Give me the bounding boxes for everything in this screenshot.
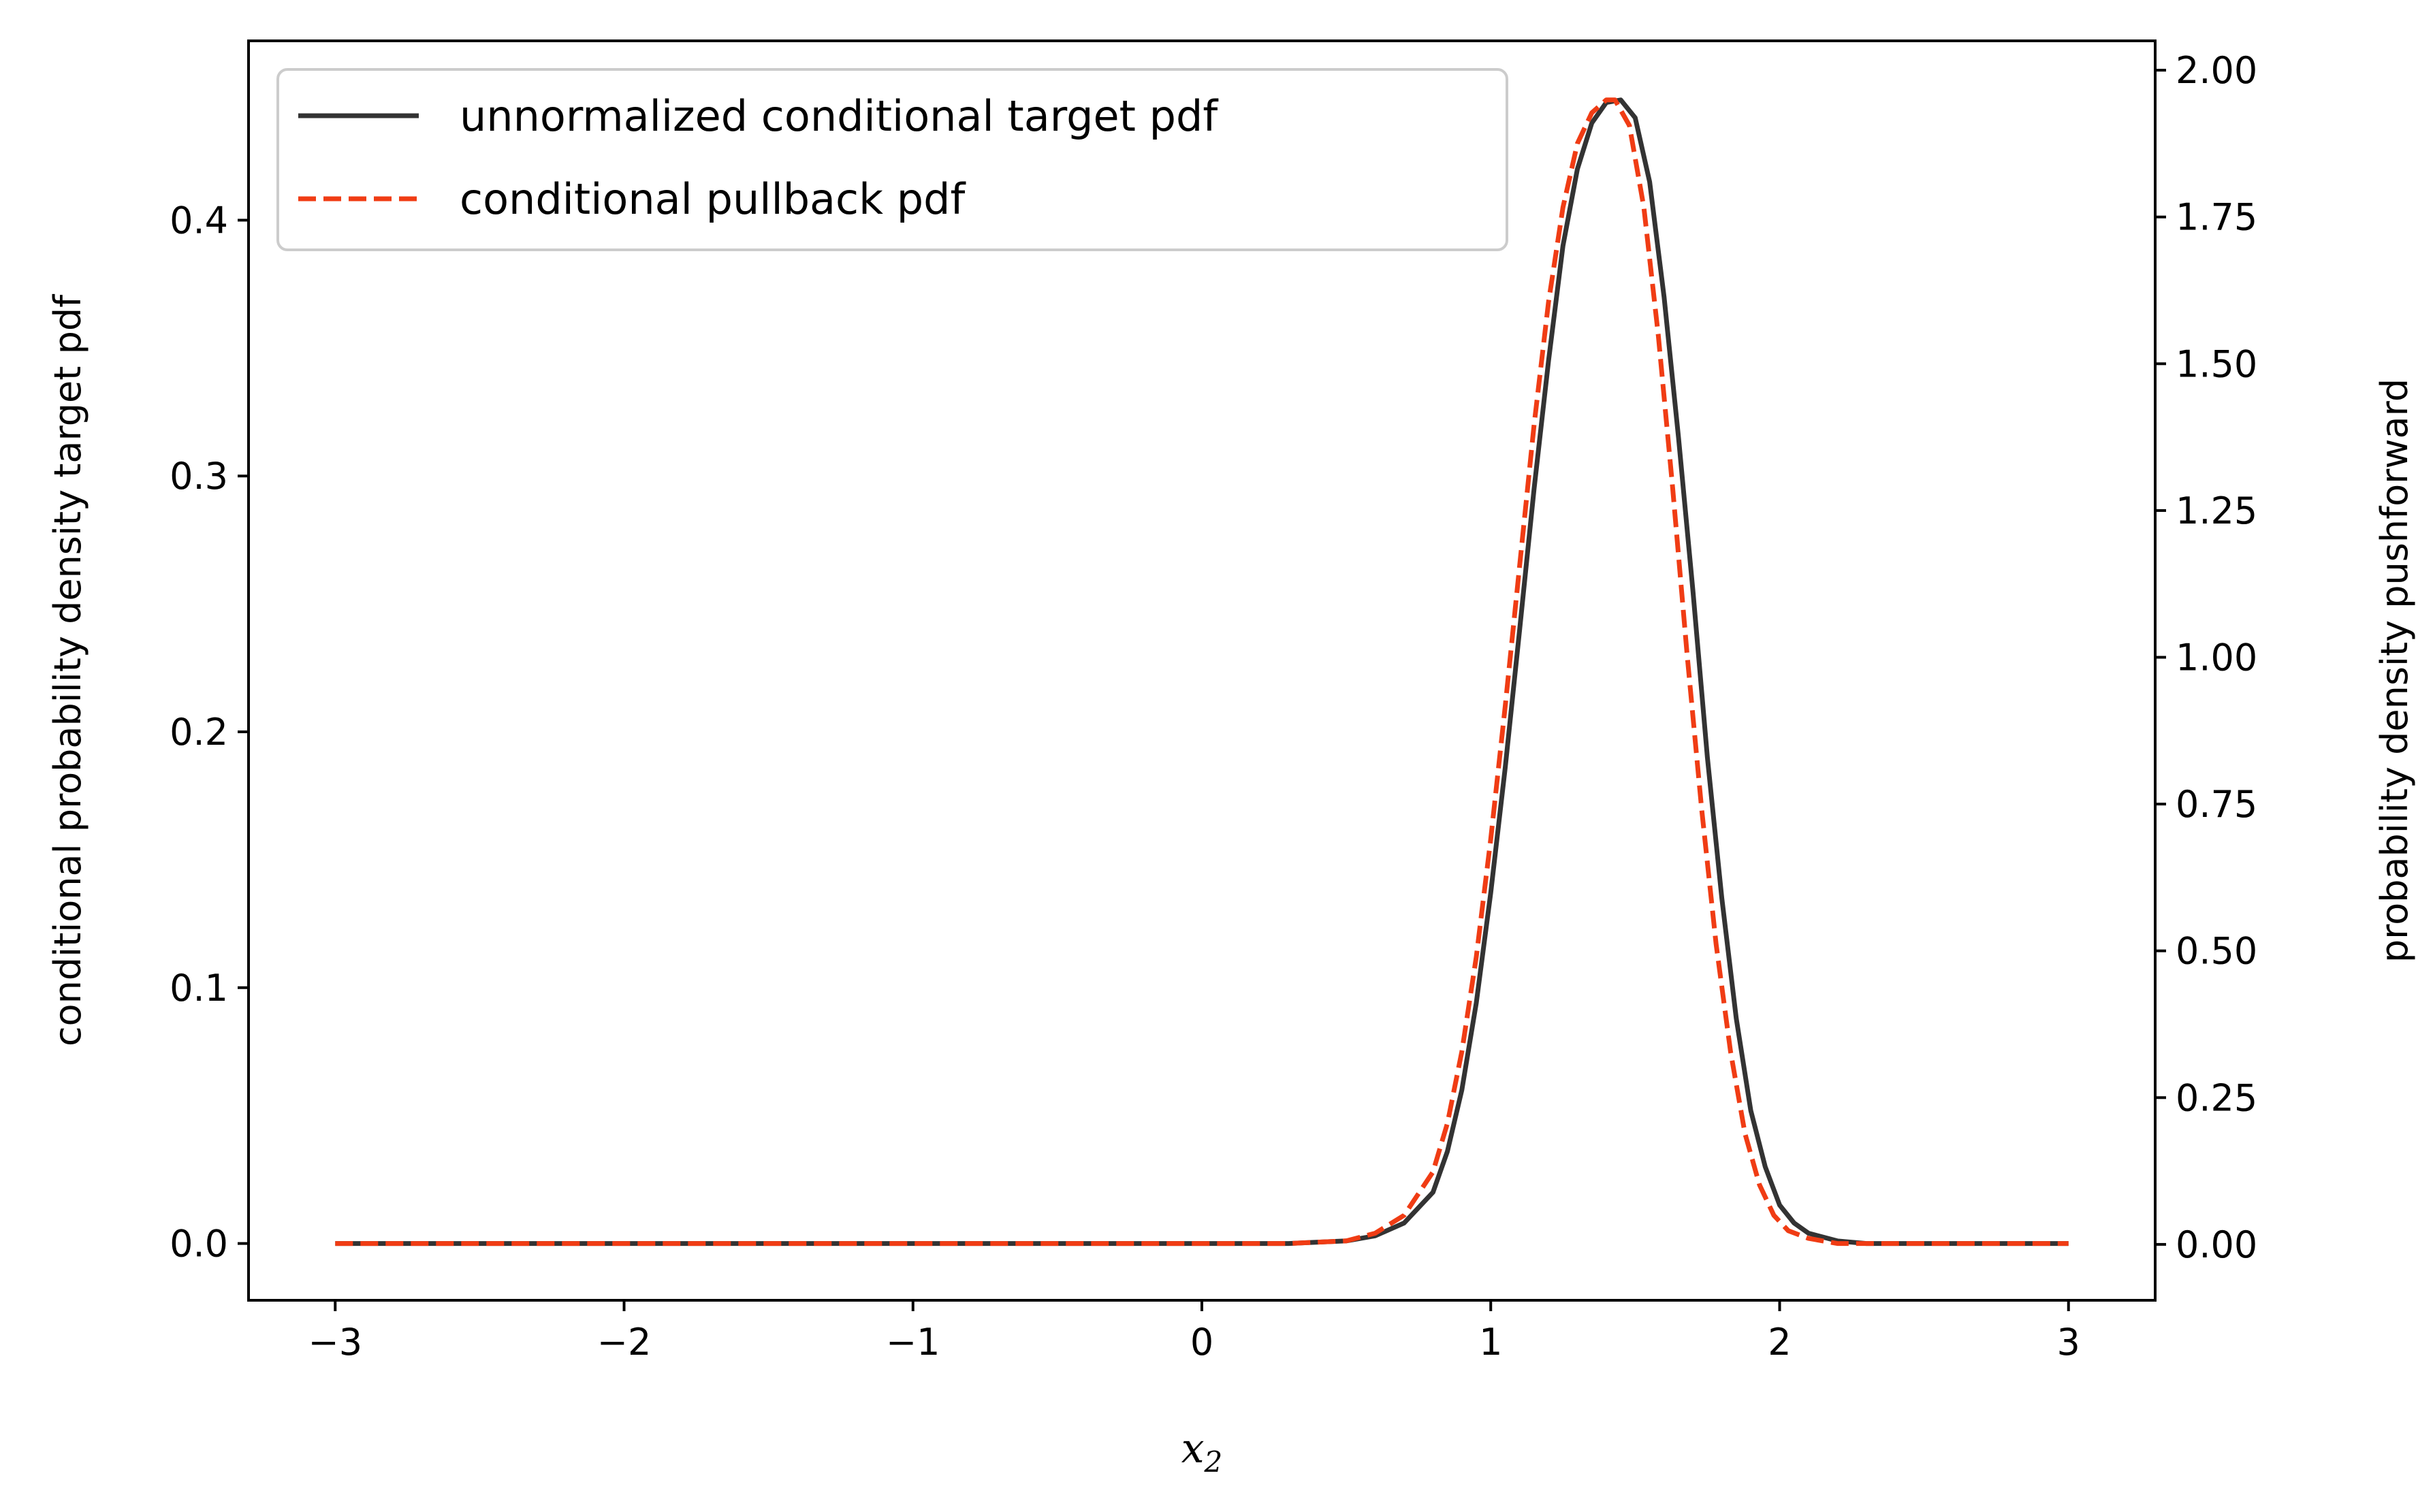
y-right-ticks: 0.00 0.25 0.50 0.75 1.00 1.25 1.50 1.75 2.00 bbox=[2155, 49, 2257, 1266]
y-right-tick-label: 0.00 bbox=[2176, 1223, 2257, 1266]
x-tick-label: 3 bbox=[2057, 1321, 2080, 1364]
legend: unnormalized conditional target pdf cond… bbox=[276, 68, 1508, 251]
x-tick-label: −2 bbox=[597, 1321, 652, 1364]
y-left-tick-label: 0.4 bbox=[170, 199, 228, 242]
legend-label-pullback: conditional pullback pdf bbox=[460, 174, 966, 224]
y-right-axis-label: probability density pushforward bbox=[2373, 379, 2416, 963]
y-right-tick-label: 1.25 bbox=[2176, 489, 2257, 532]
y-left-tick-label: 0.0 bbox=[170, 1223, 228, 1266]
x-axis-label-main: x bbox=[1181, 1425, 1205, 1473]
y-right-tick-label: 1.00 bbox=[2176, 637, 2257, 679]
y-left-ticks: 0.0 0.1 0.2 0.3 0.4 bbox=[170, 199, 249, 1266]
x-tick-label: 2 bbox=[1768, 1321, 1791, 1364]
y-right-tick-label: 0.25 bbox=[2176, 1076, 2257, 1119]
x-ticks: −3 −2 −1 0 1 2 3 bbox=[308, 1300, 2080, 1364]
y-left-tick-label: 0.2 bbox=[170, 711, 228, 754]
x-tick-label: 1 bbox=[1479, 1321, 1502, 1364]
legend-label-target: unnormalized conditional target pdf bbox=[460, 91, 1219, 141]
y-left-tick-label: 0.3 bbox=[170, 455, 228, 498]
y-left-tick-label: 0.1 bbox=[170, 967, 228, 1010]
series-line-0 bbox=[335, 97, 2069, 1246]
y-left-axis-label: conditional probability density target p… bbox=[46, 293, 89, 1046]
legend-box bbox=[276, 68, 1508, 251]
y-right-tick-label: 2.00 bbox=[2176, 49, 2257, 92]
x-axis-label-subscript: 2 bbox=[1204, 1445, 1223, 1479]
x-tick-label: 0 bbox=[1190, 1321, 1213, 1364]
y-right-tick-label: 1.75 bbox=[2176, 196, 2257, 239]
y-right-tick-label: 0.50 bbox=[2176, 930, 2257, 973]
x-tick-label: −1 bbox=[886, 1321, 940, 1364]
x-tick-label: −3 bbox=[308, 1321, 362, 1364]
y-right-tick-label: 0.75 bbox=[2176, 783, 2257, 826]
x-axis-label: x2 bbox=[1181, 1425, 1223, 1479]
y-right-tick-label: 1.50 bbox=[2176, 342, 2257, 385]
plot-lines bbox=[335, 97, 2069, 1246]
